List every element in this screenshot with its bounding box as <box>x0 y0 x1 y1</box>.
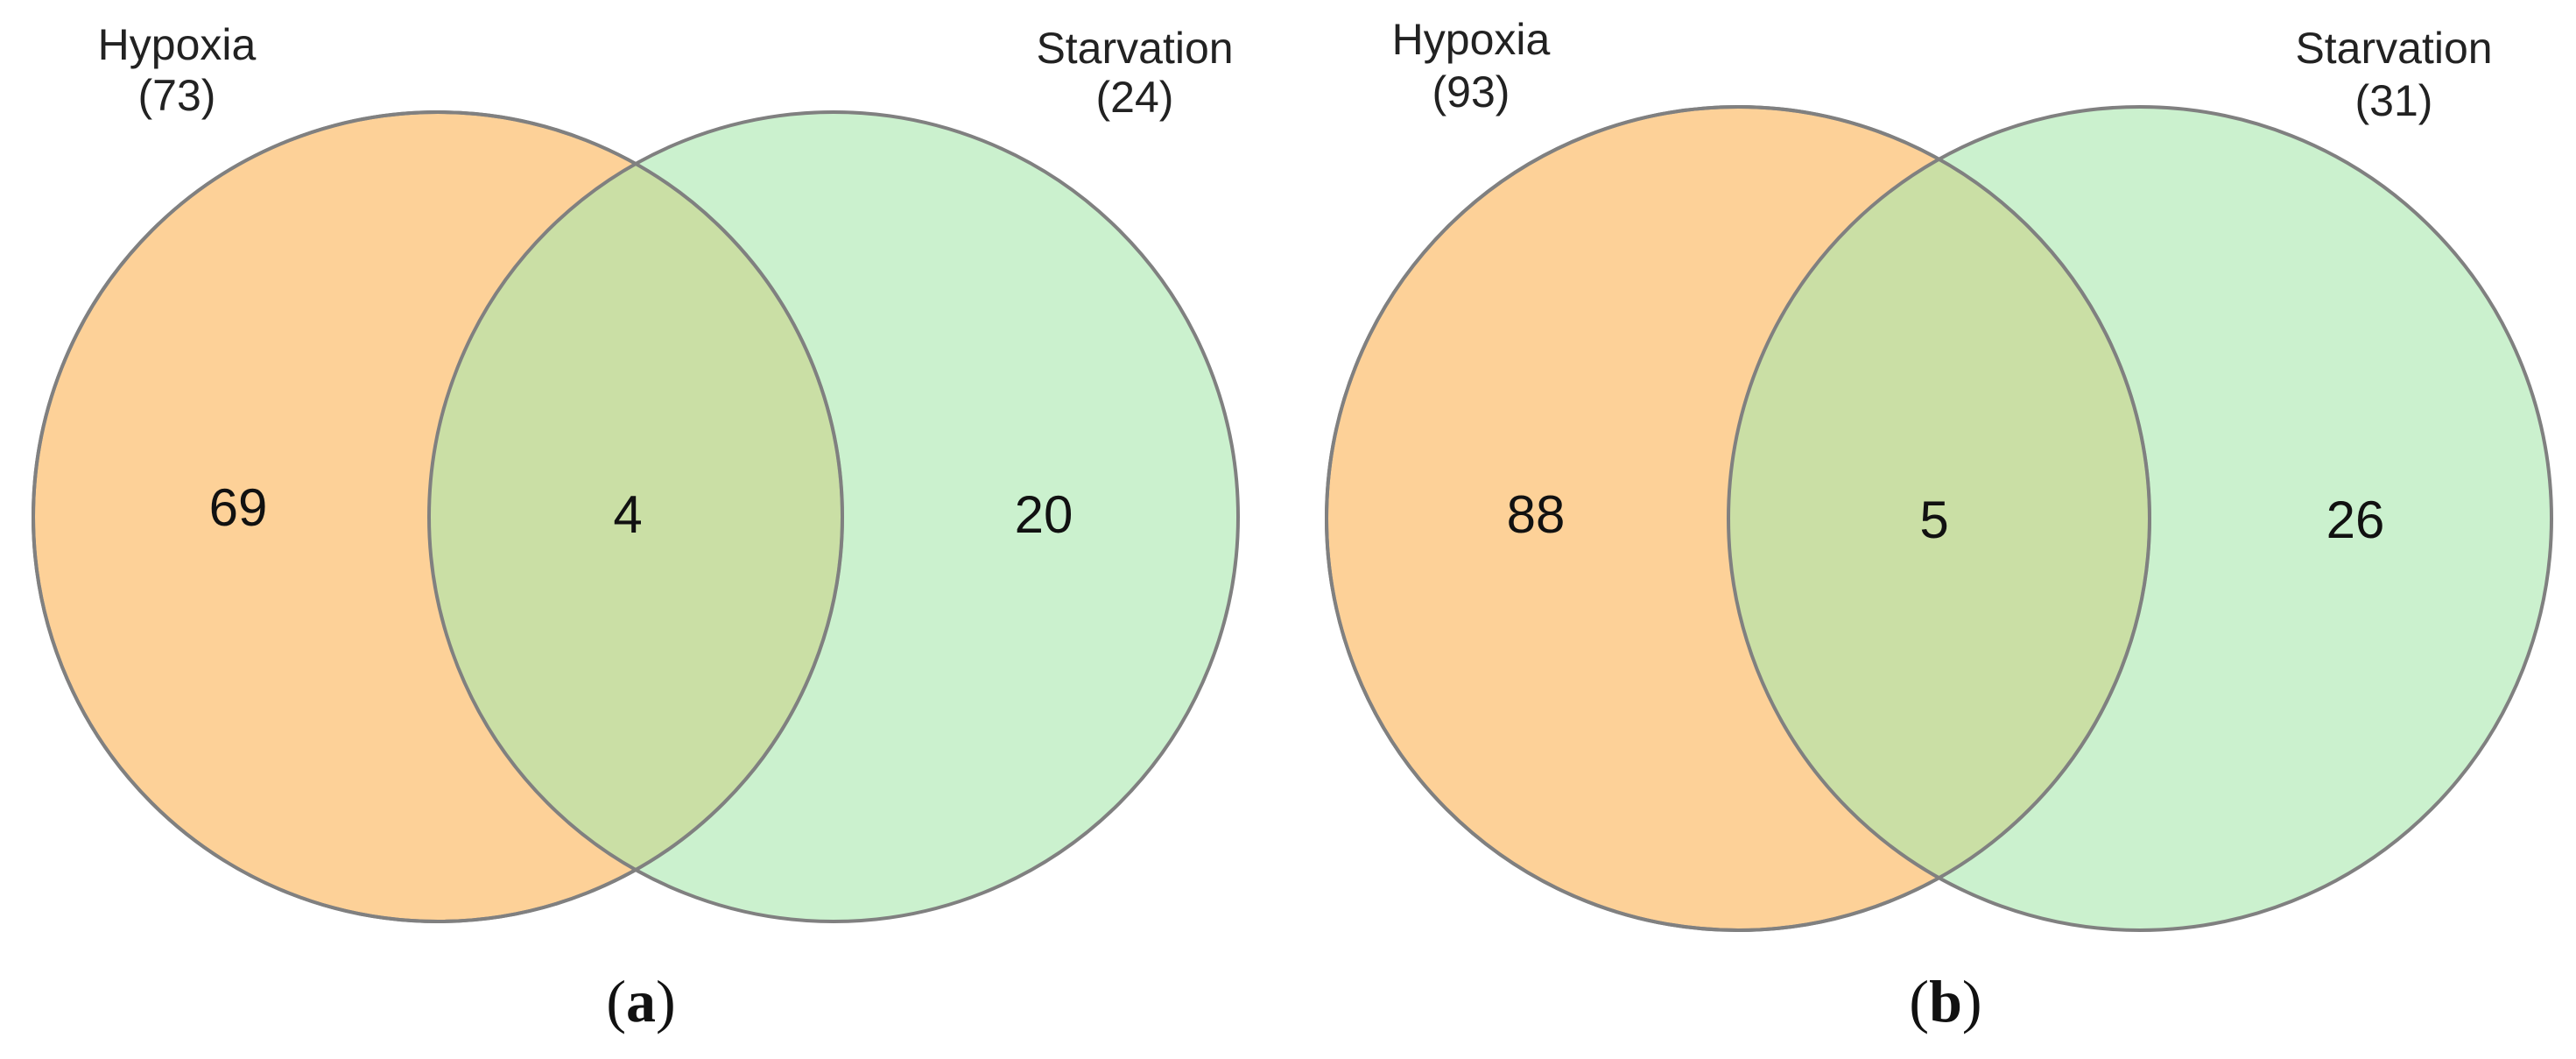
hypoxia-set-total: (73) <box>138 71 216 120</box>
starvation-set-total: (31) <box>2355 76 2433 125</box>
intersection-count: 5 <box>1919 491 1948 549</box>
panel-label-b: (b) <box>1909 968 1981 1034</box>
intersection-count: 4 <box>613 485 642 544</box>
starvation-circle <box>427 110 1240 923</box>
starvation-circle <box>1727 105 2553 932</box>
hypoxia-outline <box>1325 105 2151 932</box>
starvation-set-total: (24) <box>1096 73 1174 122</box>
hypoxia-only-count: 88 <box>1507 485 1566 544</box>
starvation-only-count: 26 <box>2326 491 2385 549</box>
hypoxia-only-count: 69 <box>209 478 268 537</box>
venn-panel-a: Hypoxia (73) Starvation (24) 69 4 20 (a) <box>32 20 1240 1034</box>
starvation-set-name: Starvation <box>2295 24 2492 73</box>
panel-label-a: (a) <box>606 968 675 1034</box>
starvation-set-name: Starvation <box>1036 24 1233 73</box>
hypoxia-set-total: (93) <box>1432 67 1510 116</box>
starvation-only-count: 20 <box>1015 485 1073 544</box>
hypoxia-set-name: Hypoxia <box>98 20 257 69</box>
venn-panel-b: Hypoxia (93) Starvation (31) 88 5 26 (b) <box>1325 15 2553 1034</box>
hypoxia-outline <box>32 110 844 923</box>
hypoxia-set-name: Hypoxia <box>1392 15 1551 64</box>
